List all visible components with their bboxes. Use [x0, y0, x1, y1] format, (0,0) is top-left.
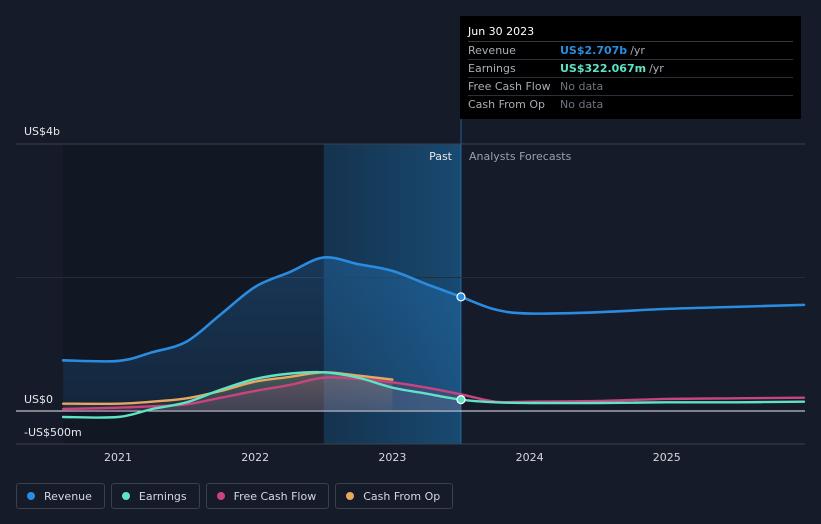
revenue-dot-icon	[27, 492, 35, 500]
y-axis-label: -US$500m	[24, 426, 82, 439]
series-line-revenue	[61, 255, 806, 363]
legend-label: Free Cash Flow	[233, 489, 317, 503]
tooltip-label: Cash From Op	[468, 98, 546, 111]
tooltip-row-free-cash-flow: Free Cash Flow No data	[468, 78, 793, 96]
tooltip-row-revenue: Revenue US$2.707b /yr	[468, 42, 793, 60]
tooltip-value: No data	[560, 80, 604, 93]
cash-from-op-area	[63, 372, 393, 411]
x-tick-label: 2021	[104, 451, 132, 464]
legend-item-revenue[interactable]: Revenue	[16, 483, 105, 509]
free-cash-flow-dot-icon	[216, 492, 225, 500]
legend: Revenue Earnings Free Cash Flow Cash Fro…	[16, 483, 454, 509]
tooltip: Jun 30 2023 Revenue US$2.707b /yr Earnin…	[460, 16, 801, 119]
tooltip-label: Revenue	[468, 44, 516, 57]
x-tick-label: 2025	[653, 451, 681, 464]
revenue-marker	[456, 292, 466, 302]
x-tick-label: 2022	[241, 451, 269, 464]
tooltip-value: No data	[560, 98, 604, 111]
legend-item-free-cash-flow[interactable]: Free Cash Flow	[205, 483, 330, 509]
tooltip-label: Free Cash Flow	[468, 80, 551, 93]
tooltip-unit: /yr	[630, 44, 645, 57]
earnings-area	[63, 372, 462, 412]
tooltip-value: US$2.707b	[560, 44, 628, 57]
tooltip-value: US$322.067m	[560, 62, 647, 75]
tooltip-date: Jun 30 2023	[468, 24, 793, 42]
tooltip-row-earnings: Earnings US$322.067m /yr	[468, 60, 793, 78]
legend-label: Revenue	[44, 489, 92, 503]
forecast-label: Analysts Forecasts	[469, 150, 572, 163]
tooltip-unit: /yr	[649, 62, 664, 75]
past-label: Past	[429, 150, 453, 163]
tooltip-row-cash-from-op: Cash From Op No data	[468, 96, 793, 113]
y-axis-label: US$0	[24, 393, 53, 406]
legend-item-earnings[interactable]: Earnings	[110, 483, 200, 509]
cash-from-op-dot-icon	[346, 492, 355, 500]
x-tick-label: 2024	[516, 451, 544, 464]
x-tick-label: 2023	[378, 451, 406, 464]
legend-label: Earnings	[138, 489, 187, 503]
revenue-area	[63, 257, 462, 411]
series-line-earnings	[61, 370, 806, 419]
series-line-free-cash-flow	[61, 376, 806, 411]
legend-label: Cash From Op	[363, 489, 441, 503]
legend-item-cash-from-op[interactable]: Cash From Op	[335, 483, 454, 509]
earnings-dot-icon	[121, 492, 130, 500]
free-cash-flow-area	[63, 377, 462, 411]
tooltip-label: Earnings	[468, 62, 516, 75]
earnings-marker	[456, 395, 466, 405]
y-axis-label: US$4b	[24, 125, 60, 138]
